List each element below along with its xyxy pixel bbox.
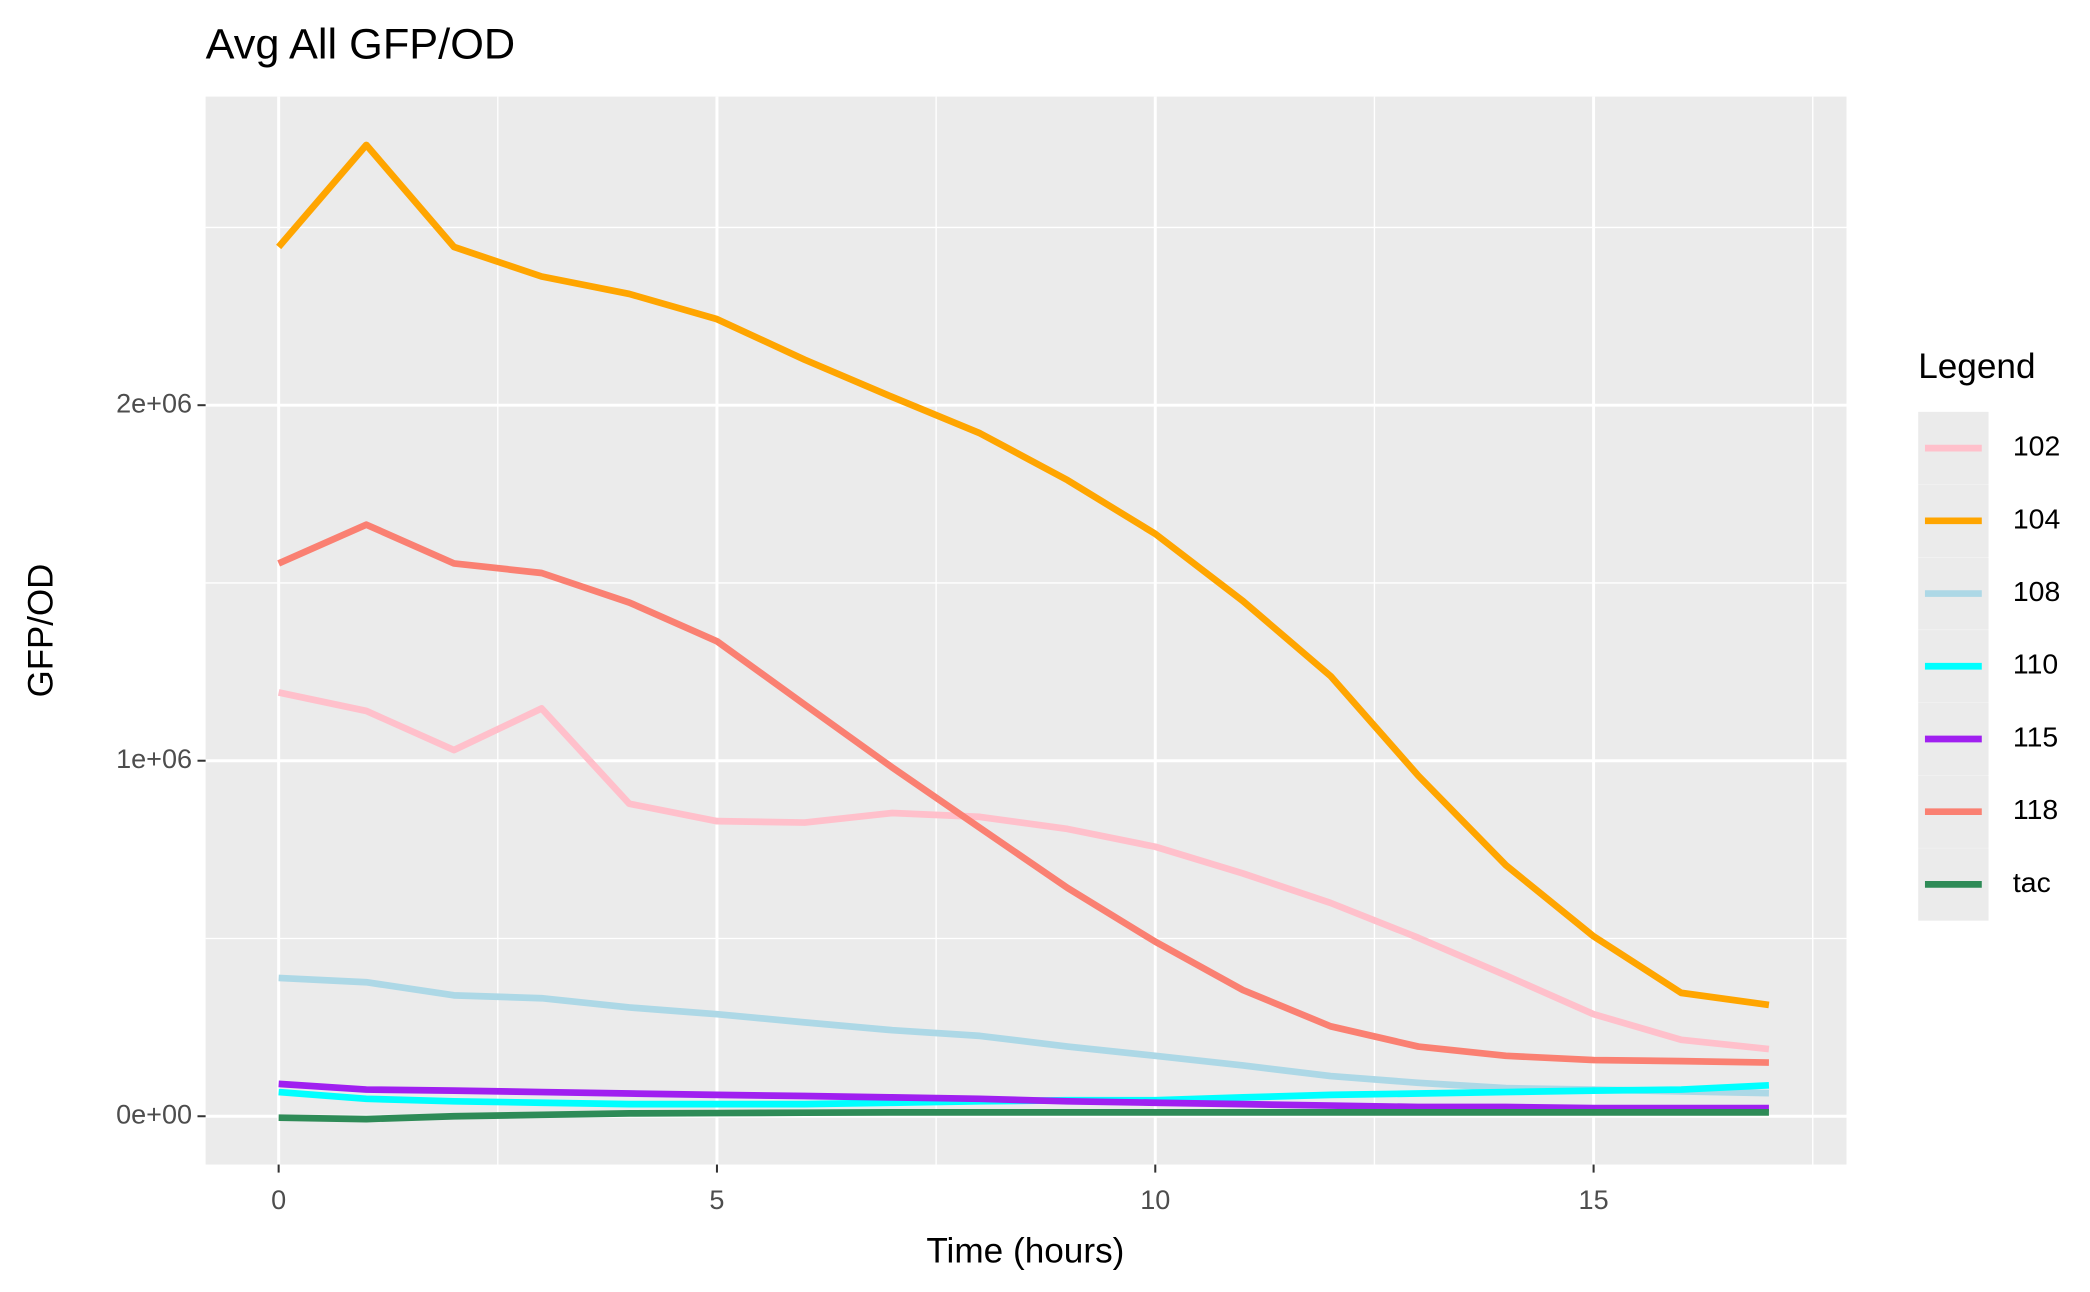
- y-tick-label: 0e+00: [116, 1099, 192, 1129]
- y-axis-label: GFP/OD: [21, 564, 60, 698]
- legend-label: 104: [2013, 502, 2060, 534]
- plot-panel: [205, 96, 1847, 1165]
- legend-label: tac: [2013, 866, 2051, 898]
- x-tick-label: 15: [1579, 1185, 1609, 1215]
- x-tick-label: 10: [1140, 1185, 1170, 1215]
- chart-title: Avg All GFP/OD: [206, 20, 516, 68]
- series-line: [278, 1080, 1769, 1112]
- series-line: [278, 1108, 1769, 1123]
- legend-label: 110: [2013, 648, 2058, 680]
- y-tick-label: 2e+06: [116, 388, 192, 418]
- legend-label: 118: [2013, 793, 2058, 825]
- x-tick-label: 5: [709, 1185, 724, 1215]
- y-tick-label: 1e+06: [116, 744, 192, 774]
- x-axis-label: Time (hours): [926, 1231, 1124, 1270]
- legend-title: Legend: [1918, 347, 2035, 386]
- legend-label: 108: [2013, 575, 2060, 607]
- series-line: [277, 521, 1769, 1066]
- legend-label: 115: [2013, 721, 2058, 753]
- series-line: [276, 141, 1770, 1009]
- series-line: [277, 689, 1770, 1053]
- x-tick-label: 0: [271, 1185, 286, 1215]
- series-line: [278, 974, 1769, 1097]
- legend-label: 102: [2013, 430, 2060, 462]
